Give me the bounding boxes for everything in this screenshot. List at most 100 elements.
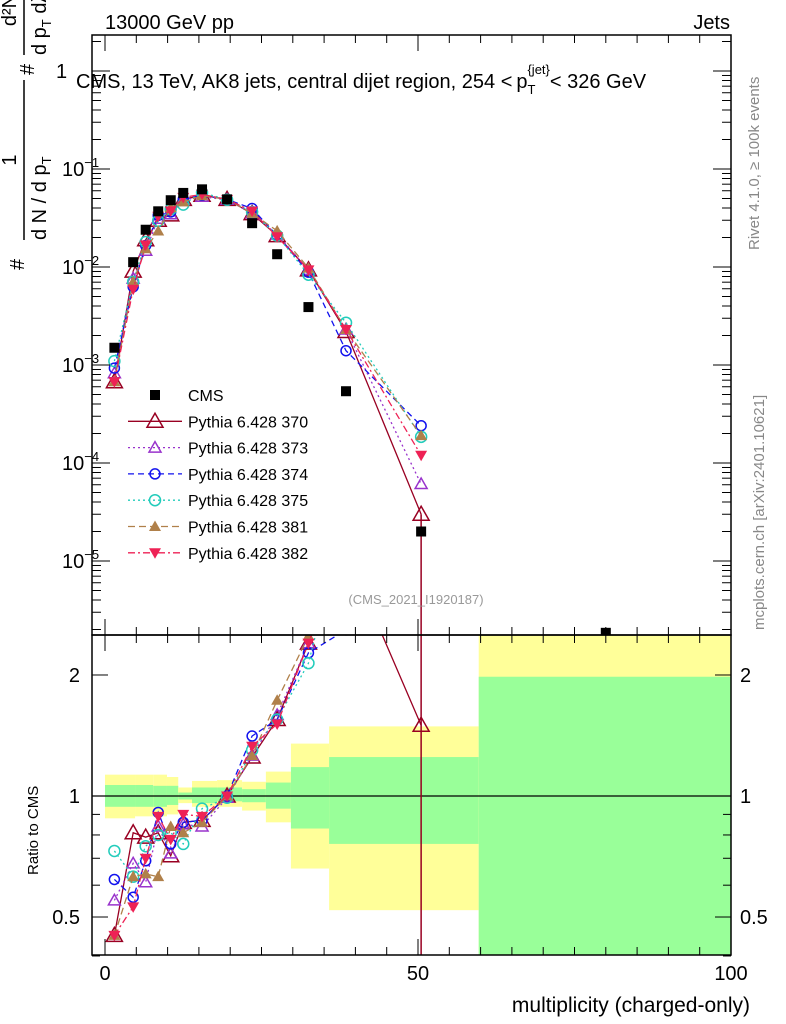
cms-point	[140, 224, 151, 235]
legend-item: Pythia 6.428 375	[128, 493, 308, 510]
ratio-point-4	[139, 867, 152, 879]
legend-marker	[148, 493, 162, 507]
legend-marker	[149, 520, 161, 531]
legend-marker	[149, 548, 161, 559]
cms-point	[247, 218, 258, 229]
legend-marker	[145, 411, 165, 429]
analysis-id: (CMS_2021_I1920187)	[348, 592, 483, 607]
cms-point	[109, 342, 120, 353]
y-tick-label: 1	[56, 61, 67, 83]
series-point-2	[415, 419, 427, 432]
series-point-4	[127, 275, 140, 287]
ratio-point-1	[125, 855, 141, 869]
legend-label: Pythia 6.428 381	[188, 520, 308, 537]
series-point-5	[139, 240, 152, 251]
legend-item: Pythia 6.428 382	[128, 546, 308, 563]
ratio-point-5	[108, 930, 121, 942]
legend-label: Pythia 6.428 373	[188, 441, 308, 458]
legend-label: Pythia 6.428 374	[188, 467, 308, 484]
ratio-point-4	[271, 694, 284, 705]
ratio-point-3	[139, 839, 152, 853]
ratio-point-1	[107, 892, 122, 906]
ratio-point-4	[164, 820, 177, 831]
legend-label: Pythia 6.428 382	[188, 546, 308, 563]
ratio-tick-label: 1	[69, 786, 80, 808]
ratio-point-0	[136, 827, 155, 844]
legend-marker	[147, 440, 163, 453]
y-label-hash-2: #	[17, 63, 39, 75]
cms-point	[128, 257, 139, 268]
ratio-tick-label-right: 1	[740, 786, 751, 808]
y-tick-label: 10−2	[62, 253, 99, 279]
ratio-point-1	[138, 874, 153, 888]
series-point-3	[108, 354, 121, 368]
ratio-point-1	[163, 845, 179, 859]
ratio-point-5	[302, 638, 315, 650]
cms-point	[416, 526, 427, 537]
x-tick-label: 100	[714, 963, 747, 985]
ratio-point-4	[127, 870, 140, 882]
y-tick-label: 10−5	[62, 547, 99, 573]
legend-item: Pythia 6.428 373	[128, 440, 308, 458]
stat-uncertainty-band	[290, 767, 330, 829]
y-label-denominator-1: d N / d pT	[29, 156, 54, 240]
ratio-point-1	[340, 537, 352, 548]
ratio-point-3	[416, 402, 427, 413]
ratio-point-5	[340, 538, 352, 549]
ratio-tick-label-right: 2	[740, 665, 751, 687]
ratio-y-label: Ratio to CMS	[25, 786, 42, 875]
ratio-point-0	[123, 823, 143, 840]
ratio-frame	[91, 634, 732, 956]
series-point-5	[108, 377, 121, 388]
cms-point	[222, 194, 233, 205]
legend-item: Pythia 6.428 374	[128, 467, 308, 484]
ratio-tick-label: 2	[69, 665, 80, 687]
ratio-point-5	[152, 811, 165, 823]
x-tick-label: 0	[99, 963, 110, 985]
y-label-denominator-2: d pT dλ	[29, 0, 54, 55]
stat-uncertainty-band	[192, 787, 218, 804]
legend-label: Pythia 6.428 375	[188, 493, 308, 510]
cms-point	[197, 184, 208, 195]
ratio-point-3	[108, 844, 121, 858]
ratio-point-4	[340, 537, 352, 548]
plot-title: CMS, 13 TeV, AK8 jets, central dijet reg…	[76, 62, 647, 97]
series-point-4	[152, 224, 165, 236]
ratio-point-0	[338, 543, 354, 557]
cms-point	[153, 206, 164, 217]
ratio-point-2	[416, 357, 426, 367]
series-point-2	[340, 344, 352, 357]
y-label-numerator-1: 1	[0, 154, 21, 165]
ratio-point-4	[246, 749, 259, 761]
series-point-5	[271, 232, 284, 243]
stat-uncertainty-band	[478, 676, 731, 955]
upper-data	[105, 184, 611, 635]
ratio-point-2	[108, 873, 121, 886]
uncertainty-bands	[105, 635, 731, 955]
series-point-5	[127, 284, 140, 296]
series-point-1	[413, 476, 429, 490]
ratio-point-5	[246, 741, 259, 753]
ratio-tick-label-right: 0.5	[740, 907, 768, 929]
y-label-hash-1: #	[7, 258, 29, 270]
ratio-point-5	[127, 902, 140, 913]
mcplots-label: mcplots.cern.ch [arXiv:2401.10621]	[751, 395, 768, 630]
ratio-point-3	[177, 837, 190, 851]
y-tick-label: 10−1	[62, 155, 99, 181]
ratio-line-3	[113, 635, 317, 878]
ratio-point-5	[221, 791, 234, 802]
series-point-5	[164, 206, 177, 217]
cms-point	[165, 195, 176, 206]
cms-point	[303, 302, 314, 313]
series-point-4	[415, 429, 428, 441]
cms-point	[272, 249, 283, 260]
series-point-5	[340, 325, 353, 336]
ratio-point-5	[164, 834, 177, 846]
ratio-point-5	[139, 853, 152, 865]
ratio-point-2	[127, 891, 139, 903]
ratio-point-4	[177, 826, 190, 838]
ratio-point-5	[177, 809, 190, 821]
ratio-point-5	[196, 811, 209, 823]
ratio-data	[105, 357, 431, 955]
